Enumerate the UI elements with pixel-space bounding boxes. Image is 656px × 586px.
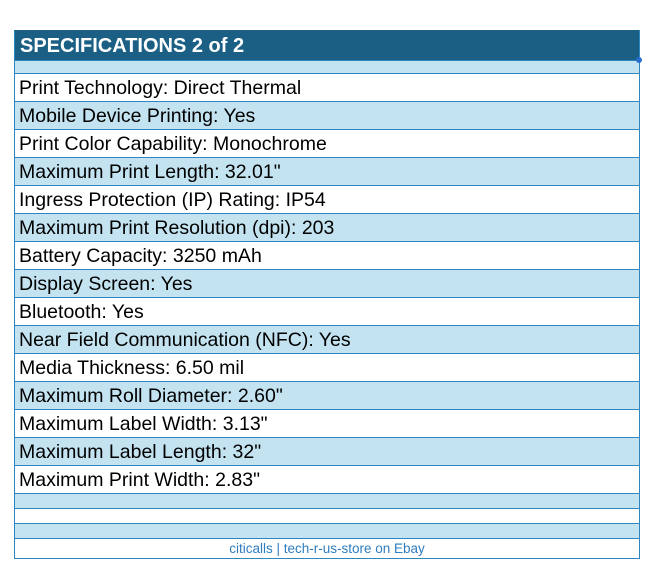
blank-row [15, 524, 639, 539]
spacer-row [15, 60, 639, 74]
spec-row: Battery Capacity: 3250 mAh [15, 242, 639, 270]
spec-row: Maximum Roll Diameter: 2.60" [15, 382, 639, 410]
spec-row: Near Field Communication (NFC): Yes [15, 326, 639, 354]
blank-row [15, 494, 639, 509]
spec-row: Bluetooth: Yes [15, 298, 639, 326]
spec-sheet: SPECIFICATIONS 2 of 2 Print Technology: … [14, 30, 640, 559]
spec-row: Maximum Print Length: 32.01" [15, 158, 639, 186]
spec-row: Maximum Label Width: 3.13" [15, 410, 639, 438]
blank-row [15, 509, 639, 524]
spec-row: Mobile Device Printing: Yes [15, 102, 639, 130]
sheet-title: SPECIFICATIONS 2 of 2 [15, 30, 639, 60]
spec-row: Maximum Print Resolution (dpi): 203 [15, 214, 639, 242]
spec-row: Ingress Protection (IP) Rating: IP54 [15, 186, 639, 214]
spec-row: Media Thickness: 6.50 mil [15, 354, 639, 382]
spec-row: Maximum Print Width: 2.83" [15, 466, 639, 494]
footer-credit: citicalls | tech-r-us-store on Ebay [15, 539, 639, 559]
spec-row: Display Screen: Yes [15, 270, 639, 298]
spec-row: Print Color Capability: Monochrome [15, 130, 639, 158]
spec-row: Print Technology: Direct Thermal [15, 74, 639, 102]
spec-row: Maximum Label Length: 32" [15, 438, 639, 466]
selection-handle[interactable] [636, 57, 642, 63]
